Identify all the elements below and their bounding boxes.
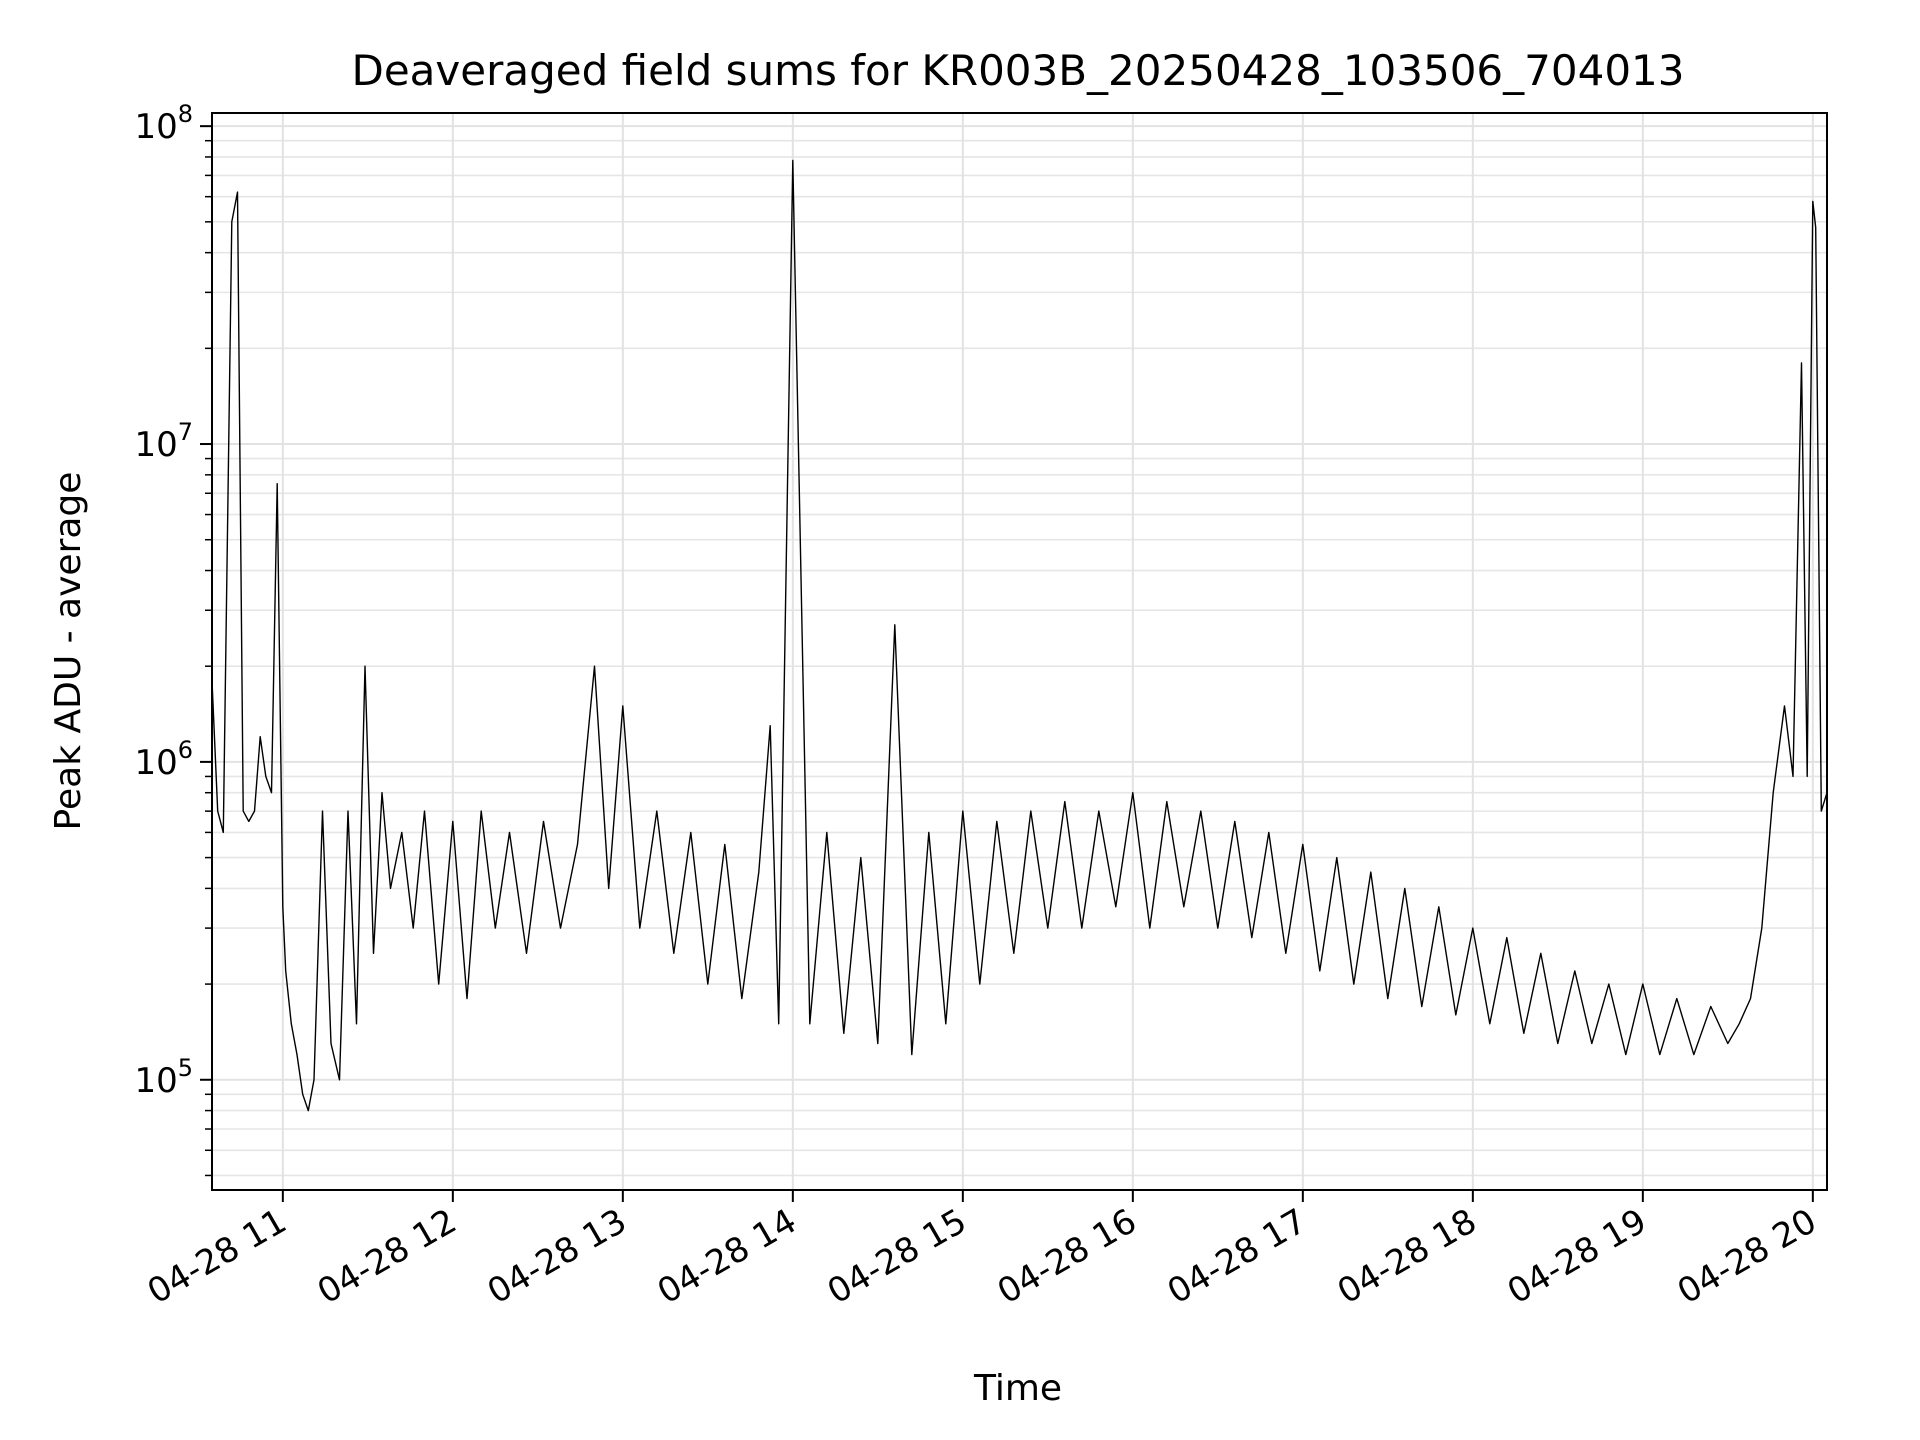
y-tick-label-base: 10 (134, 425, 177, 465)
y-tick-label: 108 (134, 100, 193, 147)
x-tick-label: 04-28 12 (311, 1201, 463, 1312)
y-tick-label: 107 (134, 418, 193, 465)
x-tick-label: 04-28 13 (481, 1201, 633, 1312)
plot-frame (211, 112, 1828, 1191)
grid (212, 113, 1827, 1190)
x-axis-label: Time (973, 1368, 1062, 1409)
x-tick-label: 04-28 19 (1501, 1201, 1653, 1312)
x-tick-label: 04-28 14 (651, 1201, 803, 1312)
y-tick-label-exponent: 5 (178, 1054, 193, 1082)
y-tick-label: 106 (134, 736, 193, 783)
x-tick-label: 04-28 16 (991, 1201, 1143, 1312)
y-tick-label-base: 10 (134, 107, 177, 147)
y-tick-label-exponent: 7 (178, 418, 193, 446)
x-tick-label: 04-28 15 (821, 1201, 973, 1312)
chart-title: Deaveraged field sums for KR003B_2025042… (352, 46, 1685, 95)
y-axis-label: Peak ADU - average (48, 472, 89, 831)
y-tick-label-base: 10 (134, 743, 177, 783)
series-line (211, 159, 1828, 1112)
x-tick-label: 04-28 17 (1161, 1201, 1313, 1312)
y-tick-label-exponent: 8 (178, 100, 193, 128)
x-tick-label: 04-28 20 (1671, 1201, 1823, 1312)
y-tick-label-base: 10 (134, 1061, 177, 1101)
x-tick-label: 04-28 11 (141, 1201, 293, 1312)
x-tick-label: 04-28 18 (1331, 1201, 1483, 1312)
x-axis: 04-28 11 04-28 12 04-28 13 04-28 14 04-28 15… (141, 1190, 1823, 1312)
y-tick-label-exponent: 6 (178, 736, 193, 764)
y-tick-label: 105 (134, 1054, 193, 1101)
